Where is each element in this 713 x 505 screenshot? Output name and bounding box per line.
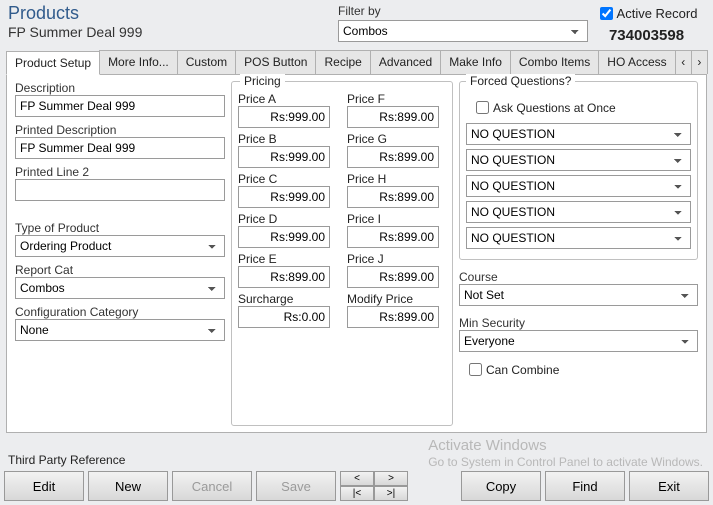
printed-description-input[interactable] bbox=[15, 137, 225, 159]
price-label: Price H bbox=[347, 172, 446, 186]
price-input-price e[interactable] bbox=[238, 266, 330, 288]
product-setup-panel: Description Printed Description Printed … bbox=[6, 75, 707, 433]
price-input-price a[interactable] bbox=[238, 106, 330, 128]
new-button[interactable]: New bbox=[88, 471, 168, 501]
price-input-price j[interactable] bbox=[347, 266, 439, 288]
active-record-check[interactable]: Active Record bbox=[596, 4, 698, 23]
page-title: Products bbox=[8, 4, 338, 24]
can-combine-label: Can Combine bbox=[486, 363, 559, 377]
forced-question-select-3[interactable]: NO QUESTION bbox=[466, 175, 691, 197]
description-label: Description bbox=[15, 81, 225, 95]
type-of-product-label: Type of Product bbox=[15, 221, 225, 235]
price-input-price g[interactable] bbox=[347, 146, 439, 168]
find-button[interactable]: Find bbox=[545, 471, 625, 501]
min-security-select[interactable]: Everyone bbox=[459, 330, 698, 352]
forced-questions-label: Forced Questions? bbox=[466, 74, 575, 88]
tab-more-info[interactable]: More Info... bbox=[99, 50, 178, 74]
record-nav: < > |< >| bbox=[340, 471, 408, 501]
can-combine-checkbox[interactable] bbox=[469, 363, 482, 376]
price-input-price c[interactable] bbox=[238, 186, 330, 208]
ask-at-once-row[interactable]: Ask Questions at Once bbox=[472, 98, 691, 117]
pricing-group: Pricing Price APrice FPrice BPrice GPric… bbox=[231, 81, 453, 426]
forced-question-select-2[interactable]: NO QUESTION bbox=[466, 149, 691, 171]
filter-by-label: Filter by bbox=[338, 4, 588, 18]
printed-description-label: Printed Description bbox=[15, 123, 225, 137]
forced-question-select-1[interactable]: NO QUESTION bbox=[466, 123, 691, 145]
record-number: 734003598 bbox=[588, 27, 705, 44]
price-input-price f[interactable] bbox=[347, 106, 439, 128]
price-input-surcharge[interactable] bbox=[238, 306, 330, 328]
description-input[interactable] bbox=[15, 95, 225, 117]
price-label: Price E bbox=[238, 252, 337, 266]
edit-button[interactable]: Edit bbox=[4, 471, 84, 501]
copy-button[interactable]: Copy bbox=[461, 471, 541, 501]
report-cat-label: Report Cat bbox=[15, 263, 225, 277]
config-cat-select[interactable]: None bbox=[15, 319, 225, 341]
save-button[interactable]: Save bbox=[256, 471, 336, 501]
price-label: Price F bbox=[347, 92, 446, 106]
cancel-button[interactable]: Cancel bbox=[172, 471, 252, 501]
tab-combo-items[interactable]: Combo Items bbox=[510, 50, 599, 74]
can-combine-row[interactable]: Can Combine bbox=[465, 360, 698, 379]
price-label: Price G bbox=[347, 132, 446, 146]
course-label: Course bbox=[459, 270, 698, 284]
price-input-price i[interactable] bbox=[347, 226, 439, 248]
price-label: Price D bbox=[238, 212, 337, 226]
forced-question-select-5[interactable]: NO QUESTION bbox=[466, 227, 691, 249]
product-name: FP Summer Deal 999 bbox=[8, 24, 338, 40]
price-label: Price C bbox=[238, 172, 337, 186]
price-input-price d[interactable] bbox=[238, 226, 330, 248]
tab-strip: Product Setup More Info... Custom POS Bu… bbox=[6, 50, 707, 75]
pricing-group-label: Pricing bbox=[240, 74, 285, 88]
printed-line2-input[interactable] bbox=[15, 179, 225, 201]
course-select[interactable]: Not Set bbox=[459, 284, 698, 306]
min-security-label: Min Security bbox=[459, 316, 698, 330]
price-label: Modify Price bbox=[347, 292, 446, 306]
price-label: Price B bbox=[238, 132, 337, 146]
nav-next-button[interactable]: > bbox=[374, 471, 408, 486]
ask-at-once-label: Ask Questions at Once bbox=[493, 101, 616, 115]
nav-first-button[interactable]: |< bbox=[340, 486, 374, 501]
forced-question-select-4[interactable]: NO QUESTION bbox=[466, 201, 691, 223]
forced-questions-group: Forced Questions? Ask Questions at Once … bbox=[459, 81, 698, 260]
exit-button[interactable]: Exit bbox=[629, 471, 709, 501]
price-input-price b[interactable] bbox=[238, 146, 330, 168]
config-cat-label: Configuration Category bbox=[15, 305, 225, 319]
price-label: Price A bbox=[238, 92, 337, 106]
price-label: Surcharge bbox=[238, 292, 337, 306]
printed-line2-label: Printed Line 2 bbox=[15, 165, 225, 179]
tab-ho-access[interactable]: HO Access bbox=[598, 50, 675, 74]
active-record-label: Active Record bbox=[617, 6, 698, 21]
tab-advanced[interactable]: Advanced bbox=[370, 50, 441, 74]
tab-scroll-left[interactable]: ‹ bbox=[675, 50, 692, 74]
report-cat-select[interactable]: Combos bbox=[15, 277, 225, 299]
third-party-ref-label: Third Party Reference bbox=[8, 453, 168, 467]
tab-product-setup[interactable]: Product Setup bbox=[6, 51, 100, 75]
tab-pos-button[interactable]: POS Button bbox=[235, 50, 316, 74]
ask-at-once-checkbox[interactable] bbox=[476, 101, 489, 114]
tab-scroll-right[interactable]: › bbox=[691, 50, 708, 74]
active-record-checkbox[interactable] bbox=[600, 7, 613, 20]
tab-make-info[interactable]: Make Info bbox=[440, 50, 511, 74]
price-input-modify price[interactable] bbox=[347, 306, 439, 328]
price-input-price h[interactable] bbox=[347, 186, 439, 208]
filter-by-select[interactable]: Combos bbox=[338, 20, 588, 42]
nav-prev-button[interactable]: < bbox=[340, 471, 374, 486]
type-of-product-select[interactable]: Ordering Product bbox=[15, 235, 225, 257]
price-label: Price I bbox=[347, 212, 446, 226]
price-label: Price J bbox=[347, 252, 446, 266]
tab-custom[interactable]: Custom bbox=[177, 50, 236, 74]
tab-recipe[interactable]: Recipe bbox=[315, 50, 370, 74]
nav-last-button[interactable]: >| bbox=[374, 486, 408, 501]
